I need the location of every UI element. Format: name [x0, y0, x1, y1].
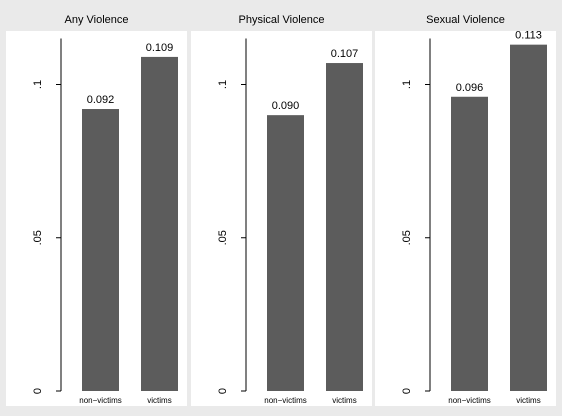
data-label: 0.090	[272, 100, 300, 112]
category-label: non−victims	[79, 396, 121, 405]
bar-non-victims	[82, 109, 119, 392]
panel-1: Any Violence 0 .05 .1 0.092 non−victims 0.109 v…	[6, 14, 187, 406]
data-label: 0.107	[331, 48, 359, 60]
panel-title: Sexual Violence	[426, 14, 505, 26]
panel-3: Sexual Violence 0 .05 .1 0.096 non−victims 0.1…	[375, 14, 556, 406]
data-label: 0.092	[87, 94, 115, 106]
category-label: victims	[516, 396, 540, 405]
y-tick-label: .1	[32, 80, 44, 89]
y-tick-label: .1	[401, 80, 413, 89]
y-tick-label: .1	[217, 80, 229, 89]
category-label: victims	[332, 396, 356, 405]
bar-victims	[510, 44, 547, 391]
data-label: 0.109	[146, 42, 174, 54]
y-tick-label: .05	[401, 230, 413, 245]
category-label: non−victims	[448, 396, 490, 405]
y-tick-label: 0	[401, 388, 413, 394]
panel-title: Physical Violence	[238, 14, 324, 26]
panel-2: Physical Violence 0 .05 .1 0.090 non−victims 0…	[191, 14, 372, 406]
panel-title: Any Violence	[64, 14, 128, 26]
bar-victims	[326, 63, 363, 392]
bar-non-victims	[451, 96, 488, 391]
category-label: non−victims	[264, 396, 306, 405]
y-tick-label: .05	[32, 230, 44, 245]
data-label: 0.096	[456, 82, 484, 94]
data-label: 0.113	[515, 30, 542, 42]
bar-victims	[141, 56, 178, 391]
bar-non-victims	[267, 115, 304, 392]
y-tick-label: 0	[32, 388, 44, 394]
category-label: victims	[147, 396, 171, 405]
y-tick-label: 0	[217, 388, 229, 394]
y-tick-label: .05	[217, 230, 229, 245]
